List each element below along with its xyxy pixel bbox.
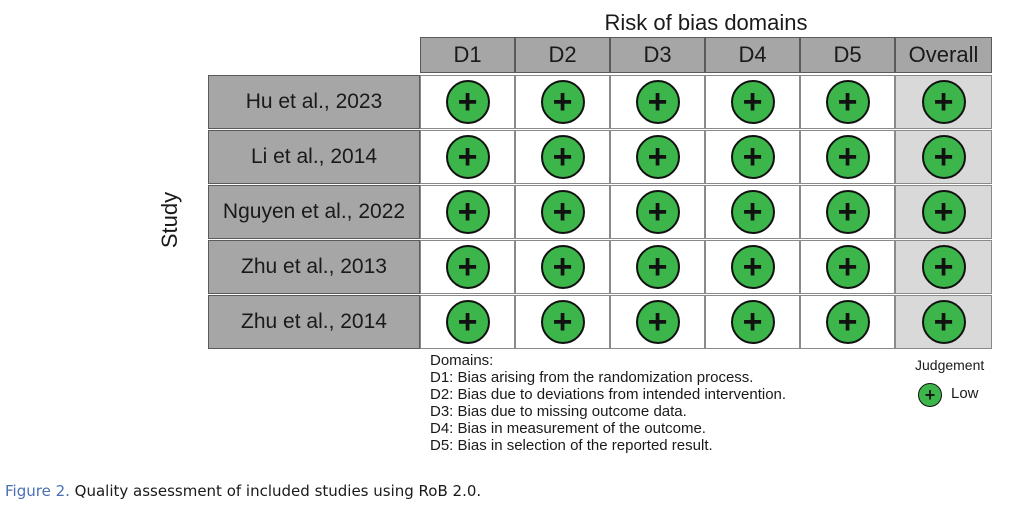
judgement-cell: + <box>610 240 705 294</box>
study-axis-label: Study <box>157 191 182 249</box>
low-risk-icon: + <box>445 135 490 179</box>
judgement-cell: + <box>895 130 992 184</box>
low-risk-icon: + <box>825 80 870 124</box>
low-risk-icon: + <box>445 300 490 344</box>
domains-legend: Domains: D1: Bias arising from the rando… <box>430 352 786 454</box>
judgement-cell: + <box>420 240 515 294</box>
judgement-cell: + <box>515 75 610 129</box>
domain-legend-d2: D2: Bias due to deviations from intended… <box>430 386 787 403</box>
low-risk-icon: + <box>445 190 490 234</box>
study-label: Hu et al., 2023 <box>208 75 420 129</box>
judgement-cell: + <box>895 75 992 129</box>
judgement-cell: + <box>705 295 800 349</box>
low-risk-icon: + <box>540 245 585 289</box>
low-risk-icon: + <box>825 135 870 179</box>
judgement-cell: + <box>420 75 515 129</box>
column-header-d3: D3 <box>610 37 705 73</box>
judgement-cell: + <box>610 130 705 184</box>
low-risk-icon: + <box>730 245 775 289</box>
study-label: Zhu et al., 2013 <box>208 240 420 294</box>
judgement-cell: + <box>420 130 515 184</box>
column-header-d1: D1 <box>420 37 515 73</box>
figure-label: Figure 2. <box>5 482 70 500</box>
low-risk-icon: + <box>921 80 966 124</box>
low-risk-icon: + <box>540 80 585 124</box>
low-risk-icon: + <box>730 80 775 124</box>
low-risk-icon: + <box>730 300 775 344</box>
low-risk-icon: + <box>445 80 490 124</box>
judgement-cell: + <box>420 295 515 349</box>
judgement-heading: Judgement <box>915 357 985 373</box>
study-label: Li et al., 2014 <box>208 130 420 184</box>
column-header-d2: D2 <box>515 37 610 73</box>
low-risk-icon: + <box>635 80 680 124</box>
judgement-cell: + <box>610 295 705 349</box>
column-header-d5: D5 <box>800 37 895 73</box>
low-risk-icon: + <box>921 190 966 234</box>
judgement-cell: + <box>895 185 992 239</box>
judgement-cell: + <box>610 75 705 129</box>
figure-caption: Figure 2. Quality assessment of included… <box>5 482 481 500</box>
low-risk-icon: + <box>825 300 870 344</box>
low-risk-icon: + <box>540 190 585 234</box>
low-risk-icon: + <box>635 135 680 179</box>
judgement-cell: + <box>705 240 800 294</box>
low-risk-icon: + <box>730 190 775 234</box>
domains-heading: Domains: <box>430 352 494 369</box>
judgement-cell: + <box>705 185 800 239</box>
judgement-cell: + <box>705 75 800 129</box>
domain-legend-d3: D3: Bias due to missing outcome data. <box>430 403 687 420</box>
study-label: Nguyen et al., 2022 <box>208 185 420 239</box>
low-risk-icon: + <box>540 300 585 344</box>
low-risk-icon: + <box>921 300 966 344</box>
judgement-cell: + <box>895 240 992 294</box>
judgement-cell: + <box>515 185 610 239</box>
judgement-cell: + <box>515 130 610 184</box>
low-risk-icon: + <box>825 245 870 289</box>
study-label: Zhu et al., 2014 <box>208 295 420 349</box>
judgement-low-icon: + <box>918 383 942 407</box>
judgement-cell: + <box>800 240 895 294</box>
low-risk-icon: + <box>635 190 680 234</box>
judgement-cell: + <box>800 295 895 349</box>
judgement-cell: + <box>515 295 610 349</box>
low-risk-icon: + <box>635 300 680 344</box>
low-risk-icon: + <box>445 245 490 289</box>
judgement-cell: + <box>895 295 992 349</box>
judgement-cell: + <box>800 75 895 129</box>
low-risk-icon: + <box>540 135 585 179</box>
judgement-cell: + <box>610 185 705 239</box>
low-risk-icon: + <box>921 245 966 289</box>
low-risk-icon: + <box>921 135 966 179</box>
domain-legend-d1: D1: Bias arising from the randomization … <box>430 369 754 386</box>
low-risk-icon: + <box>635 245 680 289</box>
judgement-cell: + <box>705 130 800 184</box>
domain-legend-d5: D5: Bias in selection of the reported re… <box>430 437 713 454</box>
judgement-cell: + <box>515 240 610 294</box>
domains-title: Risk of bias domains <box>604 10 808 35</box>
column-header-d4: D4 <box>705 37 800 73</box>
domain-legend-d4: D4: Bias in measurement of the outcome. <box>430 420 706 437</box>
low-risk-icon: + <box>825 190 870 234</box>
judgement-cell: + <box>800 130 895 184</box>
low-risk-icon: + <box>730 135 775 179</box>
column-header-overall: Overall <box>895 37 992 73</box>
judgement-cell: + <box>420 185 515 239</box>
judgement-low-label: Low <box>951 385 979 402</box>
judgement-cell: + <box>800 185 895 239</box>
caption-text: Quality assessment of included studies u… <box>69 482 482 500</box>
